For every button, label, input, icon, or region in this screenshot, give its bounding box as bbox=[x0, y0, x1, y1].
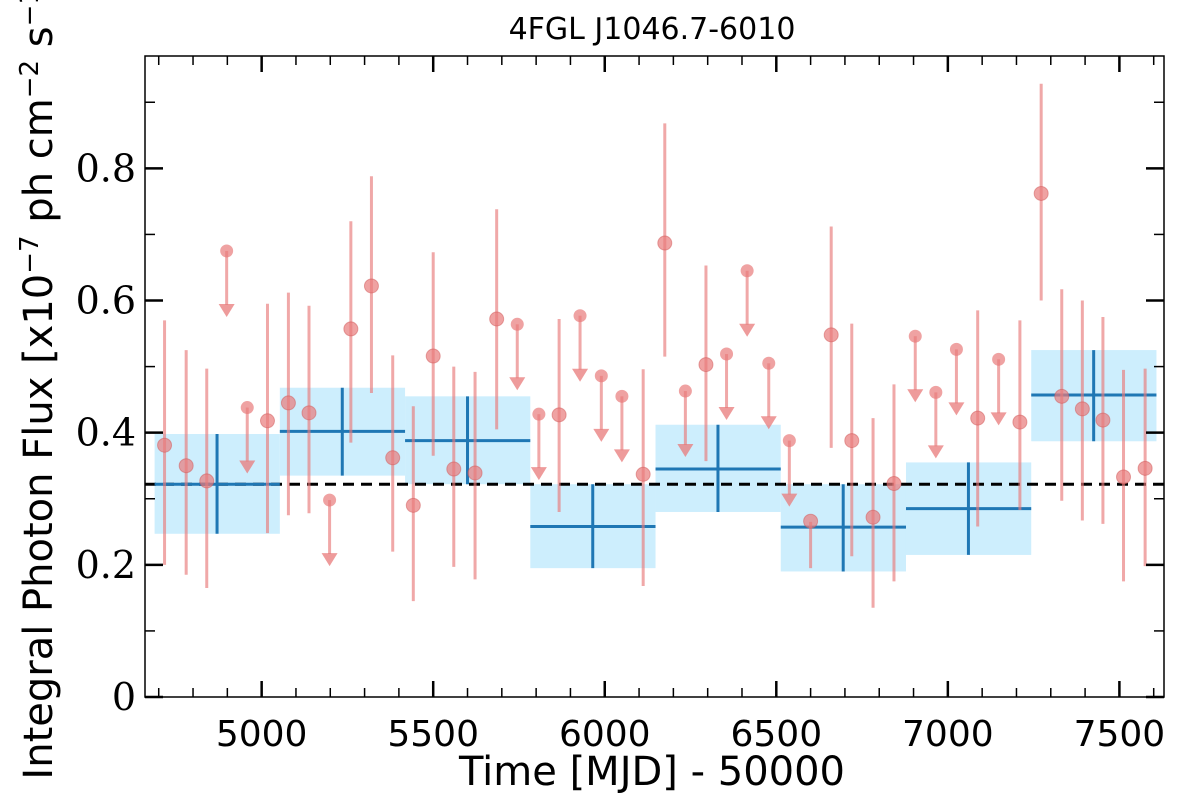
upper-limit-arrow bbox=[990, 412, 1007, 426]
detection-point bbox=[551, 407, 567, 423]
y-tick-label: 0.2 bbox=[76, 543, 136, 587]
y-tick-label: 0.8 bbox=[76, 146, 136, 190]
detection-point bbox=[467, 465, 483, 481]
upper-limit-arrow bbox=[218, 303, 235, 317]
chart-title: 4FGL J1046.7-6010 bbox=[509, 12, 796, 47]
plot-frame bbox=[144, 55, 1165, 698]
x-tick-label: 6000 bbox=[559, 714, 651, 755]
detection-point bbox=[886, 476, 902, 492]
detection-point bbox=[823, 327, 839, 343]
detection-point bbox=[970, 410, 986, 426]
upper-limit-arrow bbox=[239, 460, 256, 474]
upper-limit-arrow bbox=[927, 445, 944, 459]
upper-limit-point bbox=[762, 356, 776, 370]
detection-point bbox=[1137, 460, 1153, 476]
detection-point bbox=[1116, 469, 1132, 485]
detection-point bbox=[698, 357, 714, 373]
y-axis-title-units: ph cm bbox=[16, 98, 62, 235]
upper-limit-arrow bbox=[948, 402, 965, 416]
upper-limit-point bbox=[573, 309, 587, 323]
upper-limit-arrow bbox=[760, 416, 777, 430]
detection-point bbox=[280, 395, 296, 411]
upper-limit-arrow bbox=[321, 553, 338, 567]
y-axis-title-seconds: s bbox=[16, 26, 62, 60]
detection-point bbox=[425, 348, 441, 364]
x-tick-label: 6500 bbox=[730, 714, 822, 755]
upper-limit-point bbox=[949, 342, 963, 356]
detection-point bbox=[844, 433, 860, 449]
upper-limit-point bbox=[992, 352, 1006, 366]
detection-point bbox=[1074, 401, 1090, 417]
x-axis-title: Time [MJD] - 50000 bbox=[458, 749, 845, 795]
y-axis-title-main: Integral Photon Flux [x10 bbox=[16, 274, 62, 780]
x-tick-label: 5500 bbox=[387, 714, 479, 755]
upper-limit-arrow bbox=[718, 407, 735, 421]
detection-point bbox=[1054, 388, 1070, 404]
binned-flux-bands bbox=[154, 350, 1157, 572]
detection-point bbox=[635, 466, 651, 482]
upper-limit-arrow bbox=[907, 389, 924, 403]
upper-limit-point bbox=[678, 384, 692, 398]
upper-limit-point bbox=[594, 369, 608, 383]
y-axis-title-exp2: −2 bbox=[15, 60, 45, 98]
detection-point bbox=[489, 311, 505, 327]
detection-point bbox=[301, 405, 317, 421]
upper-limit-arrow bbox=[677, 444, 694, 458]
binned-flux-crosses bbox=[154, 350, 1157, 572]
upper-limit-point bbox=[532, 407, 546, 421]
upper-limit-arrow bbox=[530, 467, 547, 481]
upper-limit-markers bbox=[218, 244, 1007, 567]
detection-points bbox=[157, 83, 1153, 608]
upper-limit-point bbox=[740, 264, 754, 278]
detection-point bbox=[199, 473, 215, 489]
upper-limit-arrow bbox=[613, 449, 630, 463]
upper-limit-point bbox=[720, 347, 734, 361]
upper-limit-point bbox=[615, 389, 629, 403]
upper-limit-point bbox=[929, 385, 943, 399]
x-tick-label: 7500 bbox=[1074, 714, 1166, 755]
detection-point bbox=[657, 235, 673, 251]
axes: 5000 5500 6000 6500 7000 7500 0 0.2 0.4 0.6 0.8 bbox=[76, 55, 1166, 755]
detection-point bbox=[385, 450, 401, 466]
upper-limit-arrow bbox=[509, 377, 526, 391]
y-tick-label: 0.6 bbox=[76, 279, 136, 323]
upper-limit-point bbox=[323, 493, 337, 507]
detection-point bbox=[405, 497, 421, 513]
upper-limit-arrow bbox=[739, 323, 756, 337]
upper-limit-arrow bbox=[572, 368, 589, 382]
detection-point bbox=[446, 461, 462, 477]
y-axis-title-exp3: −1 bbox=[15, 0, 45, 26]
detection-point bbox=[343, 321, 359, 337]
upper-limit-point bbox=[240, 401, 254, 415]
y-axis-title-exp1: −7 bbox=[15, 235, 45, 273]
x-tick-label: 5000 bbox=[216, 714, 308, 755]
y-tick-label: 0.4 bbox=[76, 411, 136, 455]
detection-point bbox=[1012, 414, 1028, 430]
upper-limit-arrow bbox=[781, 493, 798, 507]
x-tick-label: 7000 bbox=[902, 714, 994, 755]
detection-point bbox=[1095, 412, 1111, 428]
y-axis-title: Integral Photon Flux [x10−7 ph cm−2 s−1] bbox=[15, 0, 62, 780]
upper-limit-point bbox=[908, 329, 922, 343]
y-tick-label: 0 bbox=[112, 675, 136, 719]
detection-point bbox=[157, 437, 173, 453]
upper-limit-arrow bbox=[593, 428, 610, 442]
detection-point bbox=[865, 509, 881, 525]
detection-point bbox=[1033, 185, 1049, 201]
upper-limit-point bbox=[782, 434, 796, 448]
detection-point bbox=[259, 413, 275, 429]
detection-point bbox=[363, 278, 379, 294]
upper-limit-point bbox=[510, 317, 524, 331]
upper-limit-point bbox=[220, 244, 234, 258]
detection-point bbox=[803, 513, 819, 529]
detection-point bbox=[178, 458, 194, 474]
